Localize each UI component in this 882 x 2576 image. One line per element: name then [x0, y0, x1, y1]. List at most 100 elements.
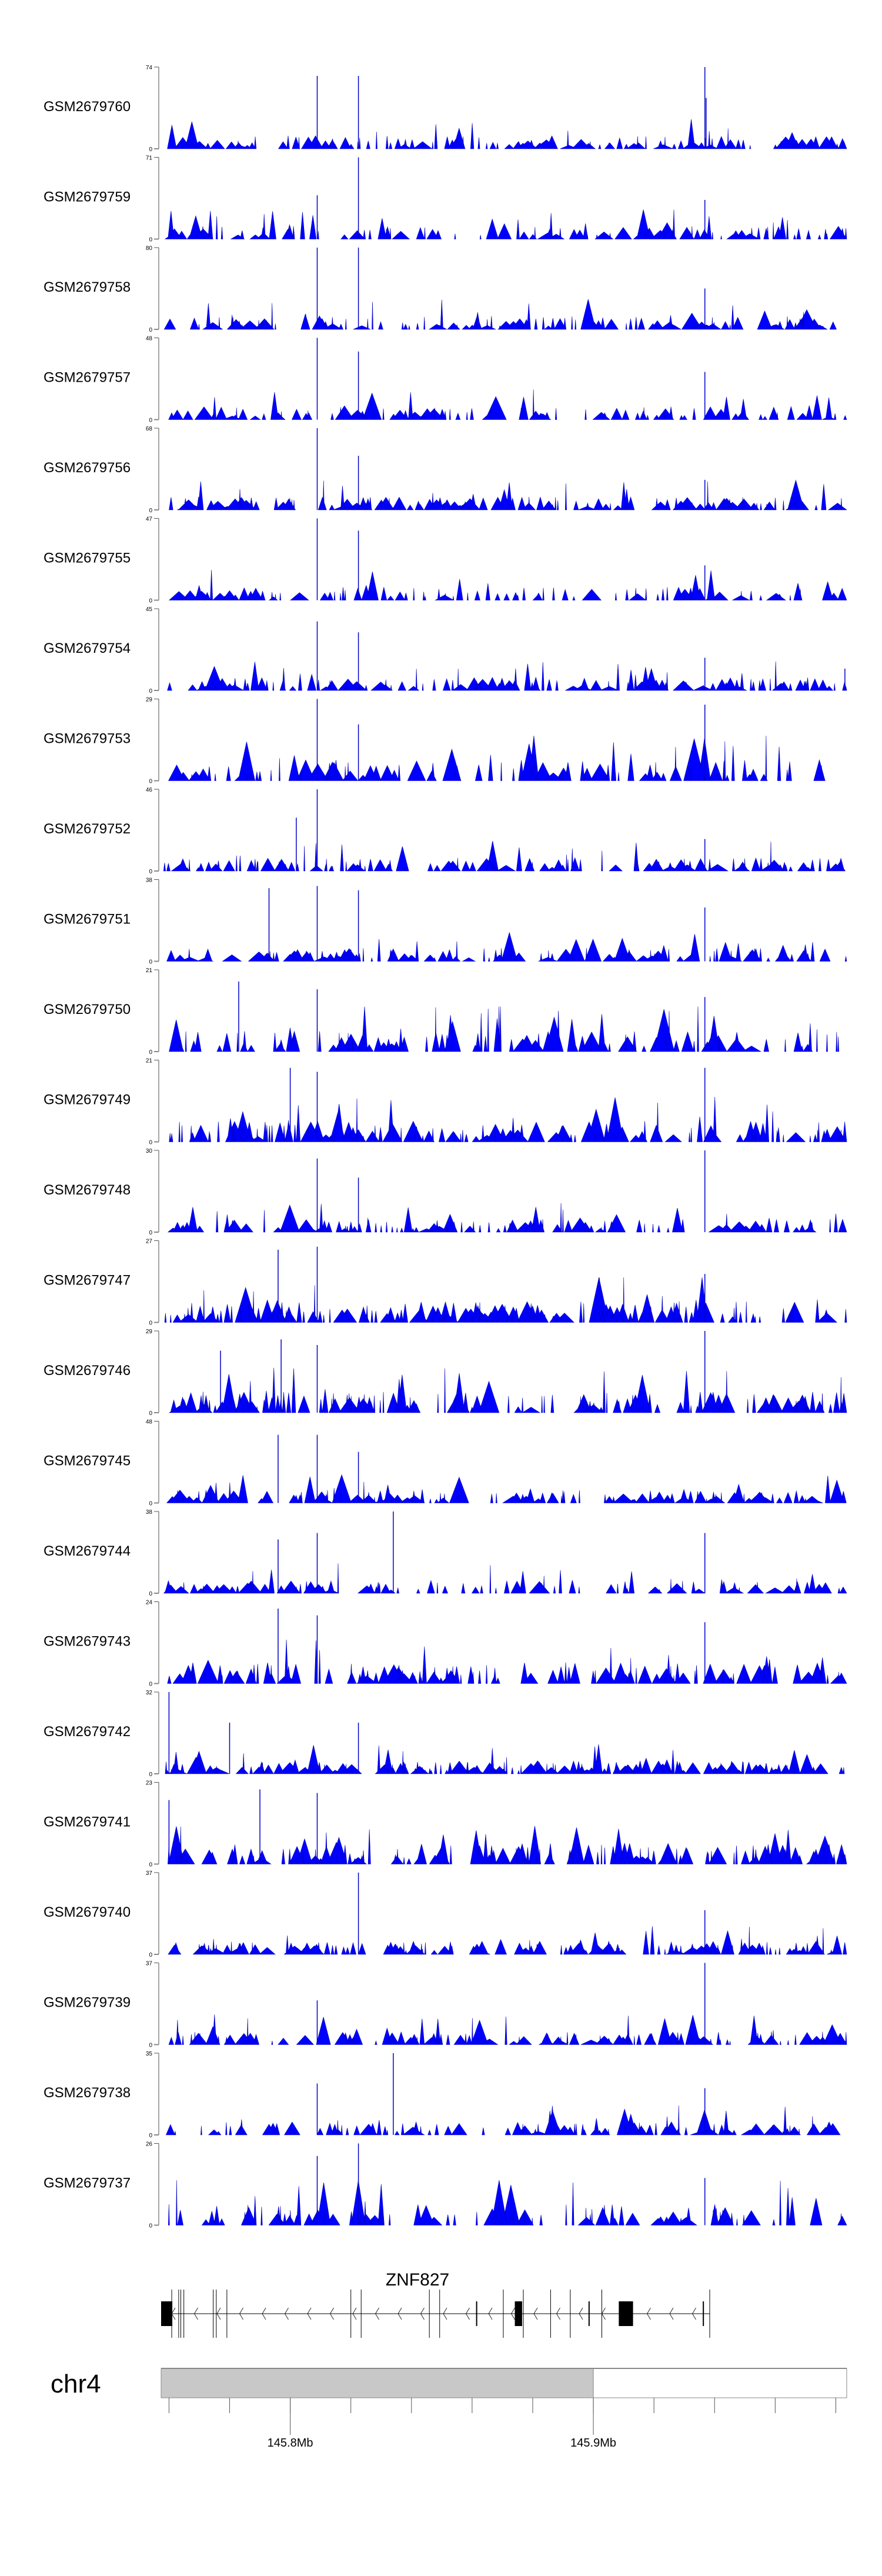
track-GSM2679743: GSM2679743 24 0: [44, 1600, 847, 1688]
signal-area: [167, 1639, 847, 1684]
y-min-label: 0: [149, 688, 152, 695]
track-label: GSM2679757: [44, 370, 131, 386]
y-max-label: 71: [146, 155, 153, 162]
track-GSM2679758: GSM2679758 80 0: [44, 245, 837, 333]
strand-arrow-icon: [262, 2307, 266, 2320]
y-min-label: 0: [149, 1410, 152, 1417]
genome-axis: chr4 145.8Mb 145.9Mb: [51, 2368, 847, 2450]
track-GSM2679737: GSM2679737 26 0: [44, 2141, 847, 2230]
track-label: GSM2679737: [44, 2175, 131, 2191]
gene-exon: [161, 2301, 173, 2326]
y-max-label: 32: [146, 1690, 153, 1696]
signal-area: [164, 1277, 847, 1323]
y-max-label: 27: [146, 1239, 153, 1245]
strand-arrow-icon: [307, 2307, 312, 2320]
track-GSM2679746: GSM2679746 29 0: [44, 1329, 847, 1417]
track-label: GSM2679753: [44, 731, 131, 747]
track-label: GSM2679746: [44, 1363, 131, 1379]
signal-area: [167, 1203, 847, 1233]
signal-area: [168, 2014, 847, 2045]
y-min-label: 0: [149, 959, 152, 966]
y-max-label: 35: [146, 2051, 153, 2057]
strand-arrow-icon: [511, 2307, 515, 2320]
signal-area: [165, 1744, 845, 1774]
y-max-label: 48: [146, 1419, 153, 1426]
track-label: GSM2679760: [44, 99, 131, 115]
track-GSM2679738: GSM2679738 35 0: [44, 2051, 841, 2139]
track-label: GSM2679754: [44, 640, 131, 656]
y-min-label: 0: [149, 1862, 152, 1868]
track-label: GSM2679756: [44, 460, 131, 476]
y-max-label: 26: [146, 2141, 153, 2148]
y-max-label: 74: [146, 65, 153, 71]
strand-arrow-icon: [692, 2307, 696, 2320]
track-GSM2679757: GSM2679757 48 0: [44, 336, 847, 424]
y-max-label: 47: [146, 516, 153, 523]
track-label: GSM2679758: [44, 279, 131, 295]
track-GSM2679747: GSM2679747 27 0: [44, 1239, 847, 1327]
strand-arrow-icon: [352, 2307, 357, 2320]
y-min-label: 0: [149, 1681, 152, 1688]
track-label: GSM2679741: [44, 1814, 131, 1830]
y-max-label: 24: [146, 1600, 153, 1606]
y-max-label: 23: [146, 1780, 153, 1787]
strand-arrow-icon: [330, 2307, 334, 2320]
data-tracks: GSM2679760740GSM2679759710GSM2679758800G…: [44, 65, 847, 2230]
y-max-label: 38: [146, 877, 153, 884]
signal-area: [168, 570, 847, 600]
strand-arrow-icon: [285, 2307, 289, 2320]
strand-arrow-icon: [466, 2307, 470, 2320]
strand-arrow-icon: [375, 2307, 379, 2320]
track-GSM2679750: GSM2679750 21 0: [44, 967, 840, 1056]
track-label: GSM2679748: [44, 1182, 131, 1198]
signal-area: [163, 840, 846, 872]
track-GSM2679740: GSM2679740 37 0: [44, 1870, 847, 1958]
ideogram-region: [593, 2368, 847, 2398]
signal-area: [165, 2105, 841, 2135]
strand-arrow-icon: [647, 2307, 651, 2320]
y-max-label: 45: [146, 606, 153, 613]
strand-arrow-icon: [216, 2307, 221, 2320]
axis-tick-label: 145.8Mb: [268, 2437, 313, 2450]
signal-area: [168, 1826, 847, 1864]
y-min-label: 0: [149, 1501, 152, 1507]
track-GSM2679752: GSM2679752 46 0: [44, 787, 846, 875]
track-label: GSM2679759: [44, 189, 131, 205]
strand-arrow-icon: [533, 2307, 538, 2320]
track-GSM2679749: GSM2679749 21 0: [44, 1058, 847, 1146]
track-GSM2679755: GSM2679755 47 0: [44, 516, 847, 605]
track-label: GSM2679743: [44, 1634, 131, 1650]
strand-arrow-icon: [443, 2307, 447, 2320]
track-label: GSM2679740: [44, 1904, 131, 1920]
y-min-label: 0: [149, 2223, 152, 2230]
track-label: GSM2679752: [44, 821, 131, 837]
y-min-label: 0: [149, 1049, 152, 1056]
signal-area: [168, 1926, 847, 1955]
y-max-label: 30: [146, 1148, 153, 1154]
y-min-label: 0: [149, 146, 152, 153]
signal-area: [168, 1367, 847, 1413]
signal-area: [166, 932, 847, 962]
gene-exon: [514, 2301, 522, 2326]
track-label: GSM2679750: [44, 1002, 131, 1017]
y-max-label: 46: [146, 787, 153, 793]
y-max-label: 37: [146, 1961, 153, 1967]
signal-area: [166, 1474, 847, 1503]
track-label: GSM2679742: [44, 1724, 131, 1740]
chromosome-label: chr4: [51, 2370, 101, 2398]
axis-tick-label: 145.9Mb: [570, 2437, 616, 2450]
track-label: GSM2679747: [44, 1273, 131, 1289]
y-min-label: 0: [149, 598, 152, 605]
y-max-label: 29: [146, 1329, 153, 1335]
track-label: GSM2679744: [44, 1543, 131, 1559]
y-min-label: 0: [149, 1320, 152, 1327]
y-max-label: 29: [146, 697, 153, 703]
y-max-label: 21: [146, 1058, 153, 1065]
y-min-label: 0: [149, 508, 152, 514]
strand-arrow-icon: [420, 2307, 425, 2320]
y-min-label: 0: [149, 1230, 152, 1236]
signal-area: [167, 119, 847, 149]
track-label: GSM2679739: [44, 1995, 131, 2011]
y-min-label: 0: [149, 1140, 152, 1146]
track-label: GSM2679751: [44, 912, 131, 927]
